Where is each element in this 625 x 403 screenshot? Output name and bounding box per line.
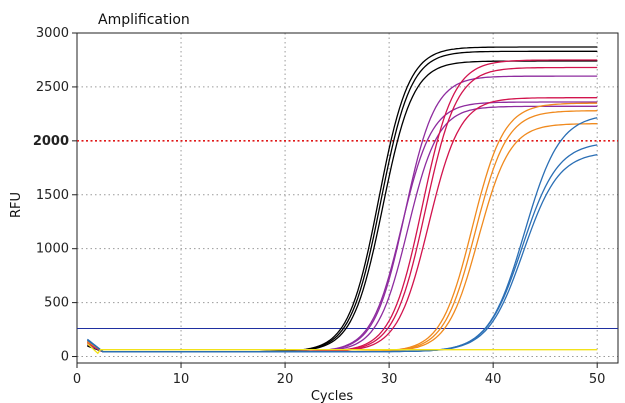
x-tick-label: 10 (173, 372, 190, 387)
amplification-curve (87, 101, 598, 353)
x-tick-label: 50 (589, 372, 606, 387)
y-tick-label: 2500 (36, 80, 69, 95)
amplification-curve (87, 46, 598, 353)
amplification-curve (87, 105, 598, 353)
amplification-curve (86, 154, 598, 353)
x-axis-title: Cycles (311, 389, 354, 403)
amplification-curve (87, 75, 598, 353)
y-tick-label: 1000 (36, 242, 69, 257)
amplification-curve (87, 117, 598, 353)
amplification-curve (87, 50, 598, 353)
amplification-curve (86, 343, 598, 355)
amplification-curve (87, 110, 598, 353)
plot-frame (76, 32, 619, 364)
y-tick-label: 500 (44, 296, 69, 311)
amplification-curve (87, 66, 598, 353)
x-tick-label: 40 (485, 372, 502, 387)
amplification-curve (87, 97, 598, 353)
amplification-curve (87, 123, 598, 353)
y-tick-label: 1500 (36, 188, 69, 203)
y-tick-label: 0 (61, 350, 69, 365)
amplification-curve (87, 60, 598, 353)
y-tick-label: 3000 (36, 26, 69, 41)
x-tick-label: 30 (381, 372, 398, 387)
chart-title: Amplification (98, 12, 190, 28)
y-axis-title: RFU (9, 192, 24, 218)
x-tick-label: 0 (73, 372, 81, 387)
amplification-curve (87, 59, 598, 353)
y-tick-label: 2000 (33, 134, 69, 149)
x-tick-label: 20 (277, 372, 294, 387)
